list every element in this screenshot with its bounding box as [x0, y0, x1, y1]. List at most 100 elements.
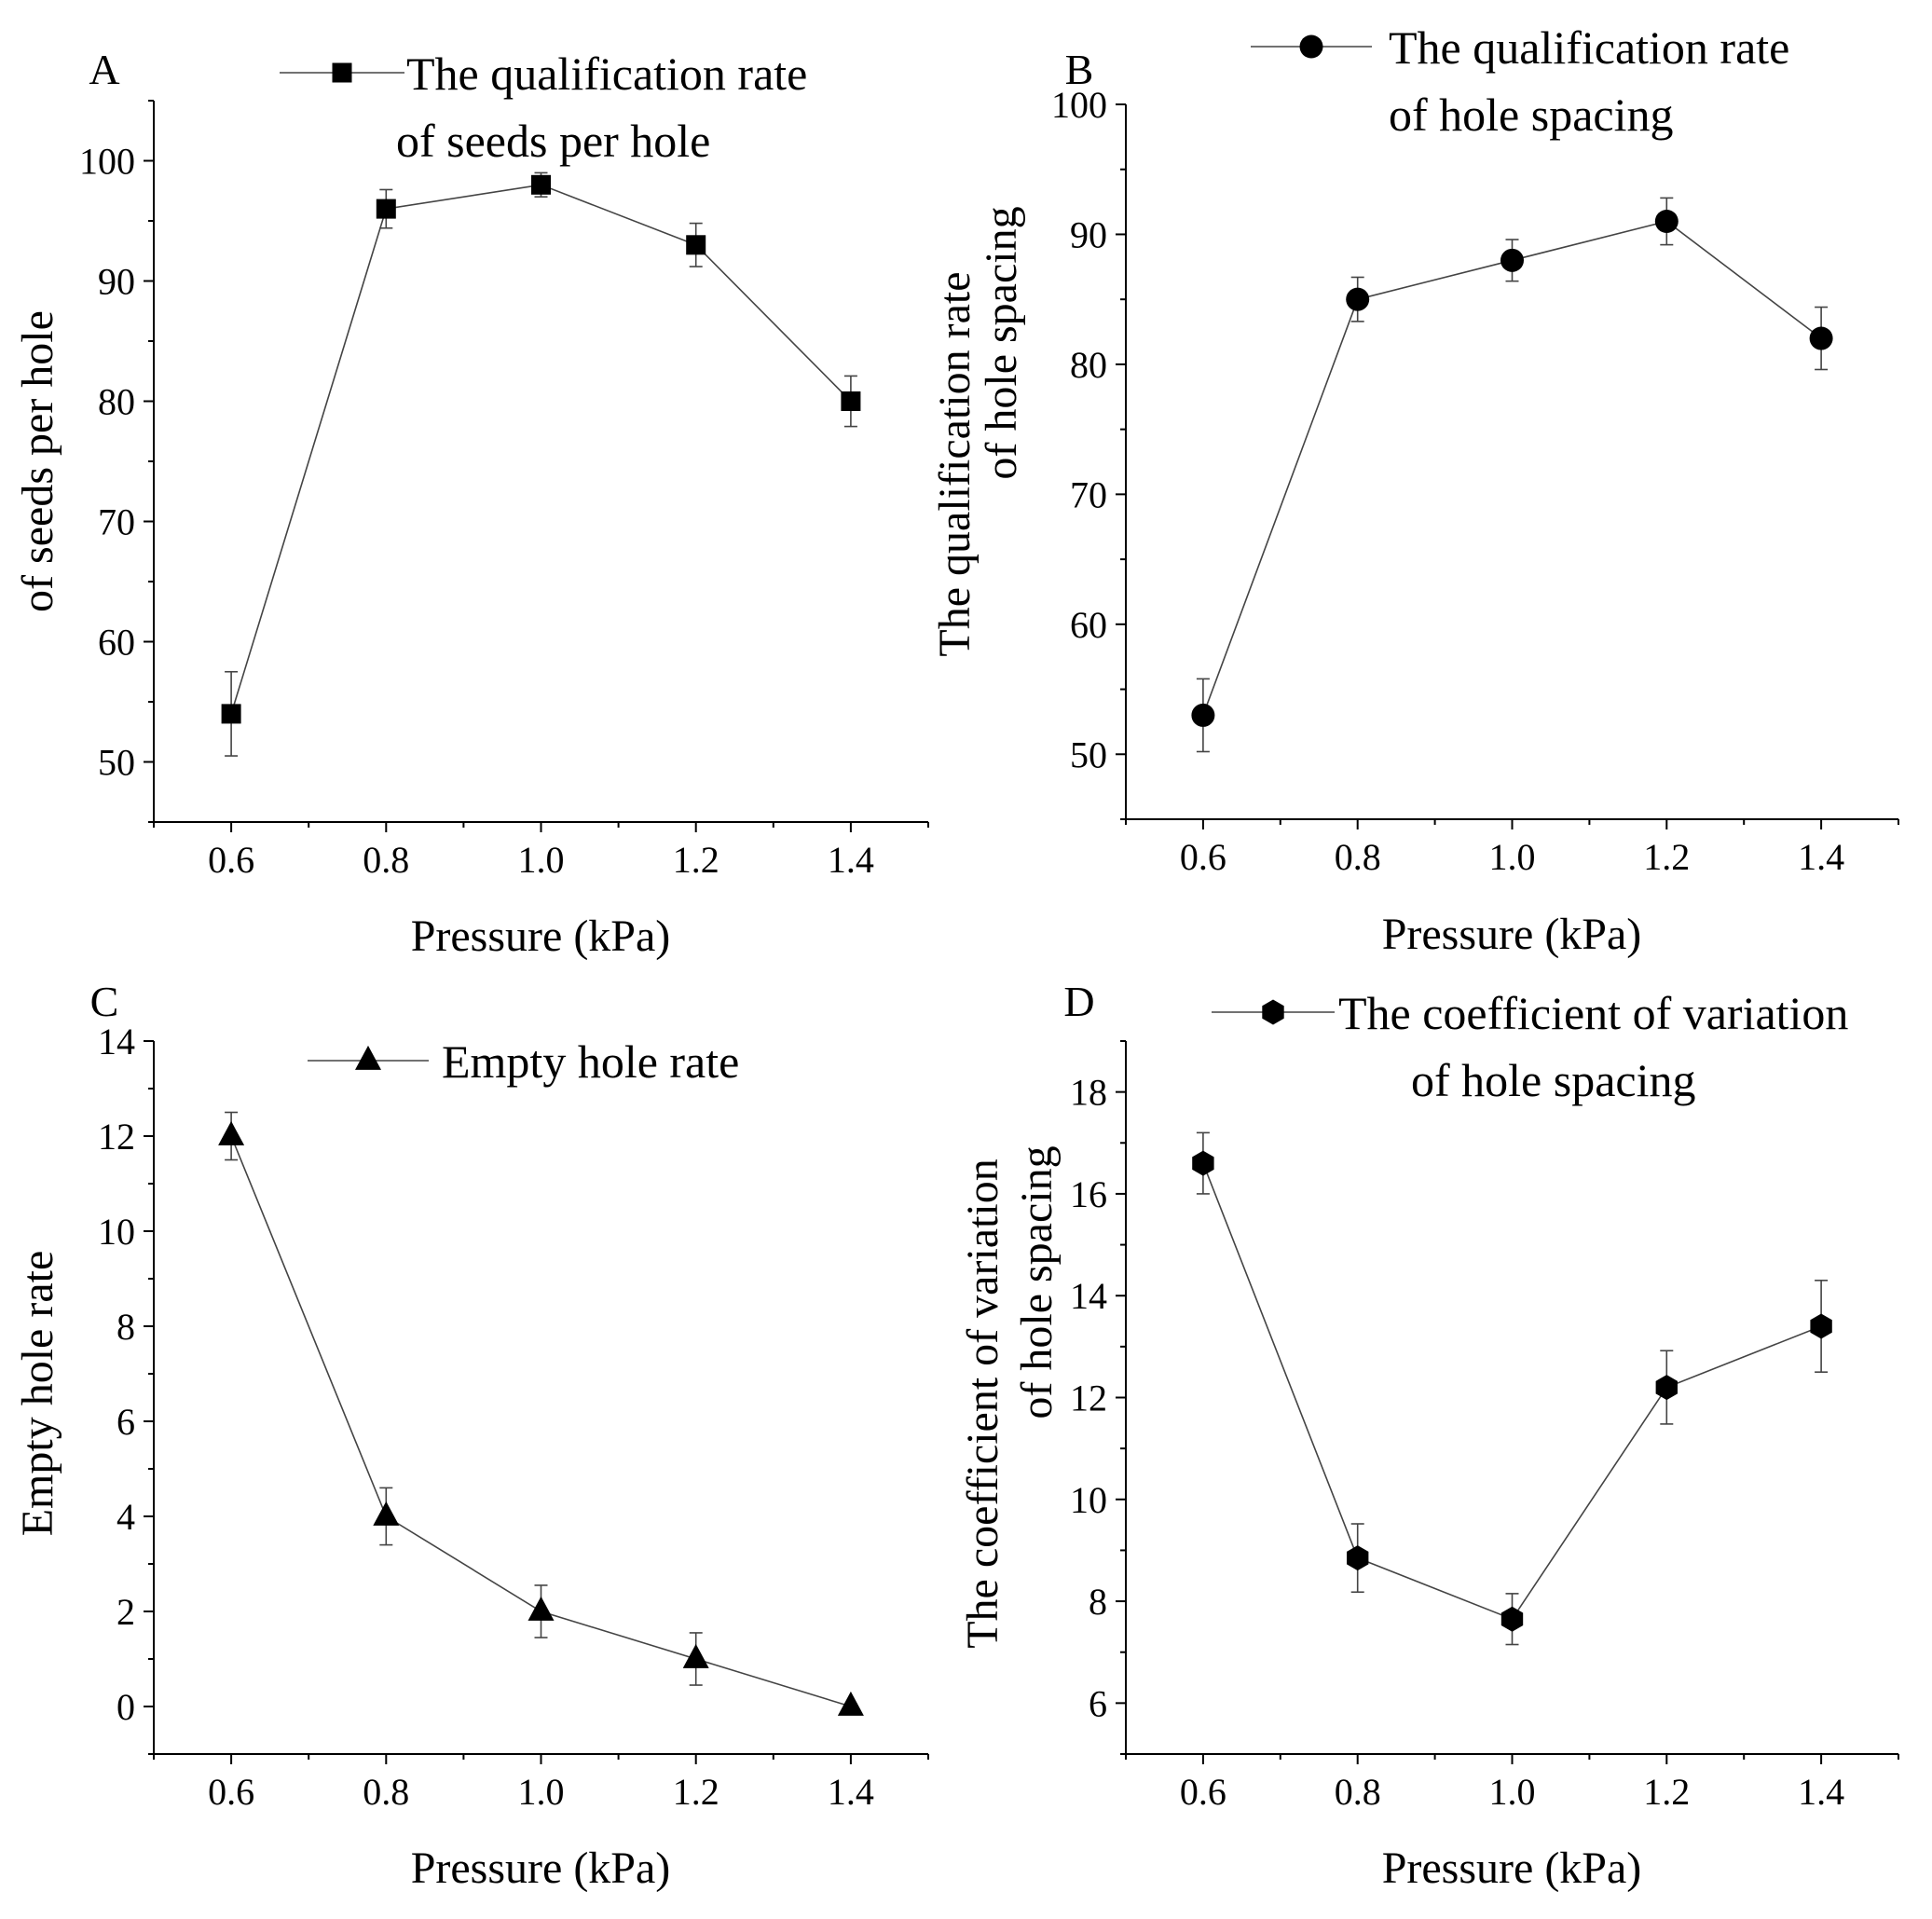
panel-label: D	[1063, 978, 1094, 1025]
x-tick-label: 1.0	[518, 1771, 565, 1813]
y-axis-title: of seeds per hole	[13, 310, 62, 612]
series-line	[230, 184, 852, 715]
data-point-hexagon	[1192, 1150, 1214, 1176]
panel-a: A 50 60 70 80 90 100 0.6 0.8 1.0 1.2 1.4 Pressure (k…	[13, 46, 929, 961]
x-axis-title: Pressure (kPa)	[411, 1844, 671, 1893]
x-tick-label: 1.4	[1798, 1771, 1844, 1813]
y-tick-label: 2	[116, 1591, 135, 1633]
y-tick-label: 4	[116, 1496, 135, 1538]
legend-label-line1: The qualification rate	[406, 48, 807, 100]
data-point-hexagon	[1347, 1545, 1369, 1571]
data-point-square	[376, 199, 396, 219]
panel-label: C	[90, 978, 119, 1025]
legend: The qualification rate of seeds per hole	[280, 48, 807, 167]
panel-c: C 0 2 4 6 8 10 12 14 0.6 0.8 1.0 1.2 1.4 Pressure (kPa…	[13, 978, 929, 1893]
y-tick-label: 10	[1070, 1479, 1107, 1521]
data-point-triangle	[373, 1501, 400, 1526]
y-tick-label: 50	[98, 742, 135, 784]
y-tick-label: 12	[1070, 1378, 1107, 1419]
y-tick-label: 6	[1089, 1682, 1107, 1724]
data-point-square	[841, 391, 861, 411]
legend-marker-circle	[1299, 34, 1323, 59]
legend-label-line1: The qualification rate	[1389, 21, 1789, 74]
y-tick-label: 90	[1070, 213, 1107, 255]
panel-d: D 6 8 10 12 14 16 18 0.6 0.8 1.0 1.2 1.4 Pressure (kP…	[958, 978, 1899, 1893]
x-axis-title: Pressure (kPa)	[1382, 910, 1642, 959]
x-tick-label: 0.8	[363, 839, 409, 881]
x-tick-label: 0.6	[208, 1771, 254, 1813]
y-tick-label: 8	[116, 1306, 135, 1348]
y-tick-label: 70	[1070, 473, 1107, 515]
y-tick-label: 8	[1089, 1581, 1107, 1623]
legend-label-line1: The coefficient of variation	[1338, 987, 1848, 1039]
series-line	[1202, 220, 1822, 716]
x-tick-label: 0.8	[1335, 836, 1381, 878]
legend-label-line2: of hole spacing	[1411, 1054, 1695, 1106]
y-axis-title-line1: The coefficient of variation	[958, 1158, 1007, 1649]
x-tick-label: 1.2	[1643, 1771, 1690, 1813]
y-axis-title-line2: of hole spacing	[1012, 1145, 1062, 1419]
y-tick-label: 16	[1070, 1173, 1107, 1215]
y-tick-label: 12	[98, 1116, 135, 1158]
y-tick-label: 60	[1070, 604, 1107, 646]
x-axis-title: Pressure (kPa)	[411, 912, 671, 961]
data-point-square	[531, 174, 551, 195]
legend: The coefficient of variation of hole spac…	[1212, 987, 1848, 1106]
data-point-hexagon	[1500, 1606, 1524, 1632]
data-point-circle	[1809, 326, 1833, 350]
data-point-circle	[1346, 287, 1370, 311]
x-tick-label: 0.8	[363, 1771, 409, 1813]
x-tick-label: 1.4	[828, 1771, 874, 1813]
data-point-square	[686, 235, 706, 255]
y-tick-label: 0	[116, 1686, 135, 1728]
series-line	[1202, 1162, 1822, 1621]
y-tick-label: 14	[1070, 1275, 1107, 1317]
y-tick-label: 100	[79, 141, 135, 183]
data-point-triangle	[682, 1643, 709, 1668]
y-tick-label: 90	[98, 261, 135, 303]
y-axis-title: Empty hole rate	[13, 1251, 62, 1537]
x-tick-label: 1.4	[828, 839, 874, 881]
y-tick-label: 70	[98, 501, 135, 543]
x-axis-title: Pressure (kPa)	[1382, 1844, 1642, 1893]
data-point-triangle	[218, 1120, 245, 1145]
data-point-hexagon	[1810, 1313, 1832, 1339]
x-tick-label: 1.0	[1489, 836, 1536, 878]
x-tick-label: 0.6	[1180, 836, 1226, 878]
x-tick-label: 0.6	[208, 839, 254, 881]
y-tick-label: 14	[98, 1021, 135, 1062]
x-tick-label: 1.4	[1798, 836, 1844, 878]
x-tick-label: 0.8	[1335, 1771, 1381, 1813]
x-tick-label: 1.2	[673, 839, 719, 881]
data-point-hexagon	[1655, 1375, 1678, 1401]
x-tick-label: 1.0	[518, 839, 565, 881]
legend-marker-hexagon	[1262, 999, 1284, 1025]
x-tick-label: 1.0	[1489, 1771, 1536, 1813]
legend-marker-square	[332, 62, 352, 83]
y-tick-label: 10	[98, 1211, 135, 1253]
data-point-square	[221, 704, 241, 724]
y-axis-title-line2: of hole spacing	[977, 206, 1026, 479]
legend: Empty hole rate	[308, 1035, 739, 1088]
y-tick-label: 100	[1051, 84, 1107, 126]
panel-label: A	[89, 46, 119, 93]
panel-label: B	[1065, 46, 1094, 93]
x-tick-label: 1.2	[673, 1771, 719, 1813]
legend: The qualification rate of hole spacing	[1251, 21, 1789, 141]
data-point-triangle	[837, 1691, 864, 1716]
x-tick-label: 1.2	[1643, 836, 1690, 878]
y-axis-title-line1: The qualification rate	[930, 271, 980, 656]
y-tick-label: 80	[98, 381, 135, 423]
y-tick-label: 50	[1070, 733, 1107, 775]
data-point-circle	[1191, 703, 1215, 727]
data-point-triangle	[528, 1596, 555, 1621]
panel-b: B 50 60 70 80 90 100 0.6 0.8 1.0 1.2 1.4 Pressure (k…	[930, 21, 1899, 959]
y-tick-label: 80	[1070, 344, 1107, 386]
x-tick-label: 0.6	[1180, 1771, 1226, 1813]
y-tick-label: 6	[116, 1401, 135, 1443]
legend-label-line2: of seeds per hole	[396, 115, 710, 167]
legend-label-line1: Empty hole rate	[442, 1035, 739, 1088]
data-point-circle	[1654, 210, 1679, 234]
y-tick-label: 18	[1070, 1072, 1107, 1114]
